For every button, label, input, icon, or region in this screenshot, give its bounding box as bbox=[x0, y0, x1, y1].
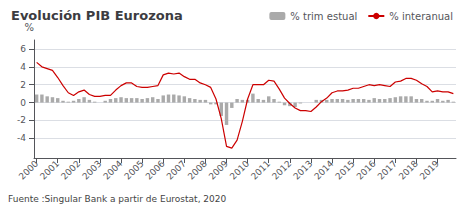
svg-text:2002: 2002 bbox=[59, 158, 82, 181]
svg-text:2019: 2019 bbox=[418, 158, 441, 181]
svg-text:2006: 2006 bbox=[144, 158, 167, 181]
svg-text:2015: 2015 bbox=[333, 158, 356, 181]
svg-text:Fuente :Singular Bank a partir: Fuente :Singular Bank a partir de Eurost… bbox=[8, 194, 227, 204]
svg-text:2: 2 bbox=[20, 80, 26, 90]
svg-text:4: 4 bbox=[20, 62, 26, 72]
svg-text:2004: 2004 bbox=[101, 158, 124, 181]
svg-text:2016: 2016 bbox=[355, 158, 378, 181]
svg-text:-4: -4 bbox=[17, 133, 26, 143]
svg-text:2017: 2017 bbox=[376, 158, 399, 181]
svg-text:% trim estual: % trim estual bbox=[290, 11, 357, 22]
svg-text:6: 6 bbox=[20, 44, 26, 54]
svg-text:2013: 2013 bbox=[291, 158, 314, 181]
svg-text:2010: 2010 bbox=[228, 158, 251, 181]
svg-text:%: % bbox=[24, 22, 34, 33]
svg-text:2018: 2018 bbox=[397, 158, 420, 181]
svg-text:2008: 2008 bbox=[186, 158, 209, 181]
svg-text:2001: 2001 bbox=[38, 158, 61, 181]
svg-text:% interanual: % interanual bbox=[389, 11, 453, 22]
svg-text:Evolución PIB Eurozona: Evolución PIB Eurozona bbox=[11, 8, 183, 23]
svg-text:0: 0 bbox=[20, 98, 26, 108]
svg-text:2003: 2003 bbox=[80, 158, 103, 181]
svg-text:-2: -2 bbox=[17, 115, 26, 125]
svg-text:2014: 2014 bbox=[312, 158, 335, 181]
svg-text:2005: 2005 bbox=[122, 158, 145, 181]
svg-text:2012: 2012 bbox=[270, 158, 293, 181]
svg-text:2007: 2007 bbox=[165, 158, 188, 181]
svg-text:2011: 2011 bbox=[249, 158, 272, 181]
svg-text:2009: 2009 bbox=[207, 158, 230, 181]
svg-text:2000: 2000 bbox=[17, 158, 40, 181]
